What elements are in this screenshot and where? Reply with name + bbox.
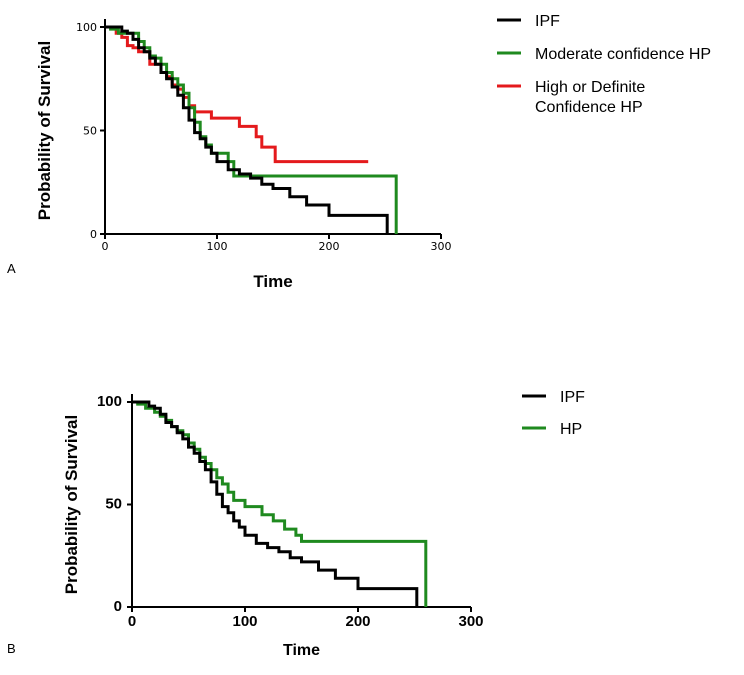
chart-a: 0 100 200 300 0 50 100 Time Probability of Survi…: [7, 13, 711, 291]
y-axis-label: Probability of Survival: [35, 41, 54, 221]
legend-label: Moderate confidence HP: [535, 46, 711, 63]
legend-label: IPF: [535, 13, 560, 30]
x-tick-label: 0: [128, 613, 136, 630]
y-tick-label: 0: [90, 228, 97, 241]
series-line-ipf: [105, 25, 389, 234]
y-tick-label: 50: [83, 125, 97, 138]
y-tick-label: 0: [114, 598, 122, 615]
x-axis-label: Time: [283, 642, 320, 659]
x-tick-label: 200: [319, 240, 340, 253]
y-tick-label: 100: [97, 393, 122, 410]
y-tick-label: 100: [76, 21, 97, 34]
x-tick-label: 300: [431, 240, 452, 253]
legend-label: High or Definite Confidence HP: [535, 79, 645, 116]
x-tick-label: 100: [232, 613, 257, 630]
x-tick-label: 300: [458, 613, 483, 630]
x-tick-label: 100: [207, 240, 228, 253]
panel-label: A: [7, 261, 16, 276]
x-axis-label: Time: [253, 272, 292, 291]
series-line-hp: [132, 400, 428, 607]
x-tick-label: 0: [102, 240, 109, 253]
x-tick-label: 200: [345, 613, 370, 630]
legend-label: HP: [560, 421, 582, 438]
series-line-high-or-definite-confidence-hp: [105, 25, 369, 164]
y-axis-label: Probability of Survival: [62, 415, 81, 595]
legend-label: IPF: [560, 389, 585, 406]
y-tick-label: 50: [105, 496, 122, 513]
panel-label: B: [7, 641, 16, 656]
chart-b: 0 100 200 300 0 50 100 Time Probability of Survi…: [7, 389, 585, 659]
series-line-ipf: [132, 400, 419, 607]
